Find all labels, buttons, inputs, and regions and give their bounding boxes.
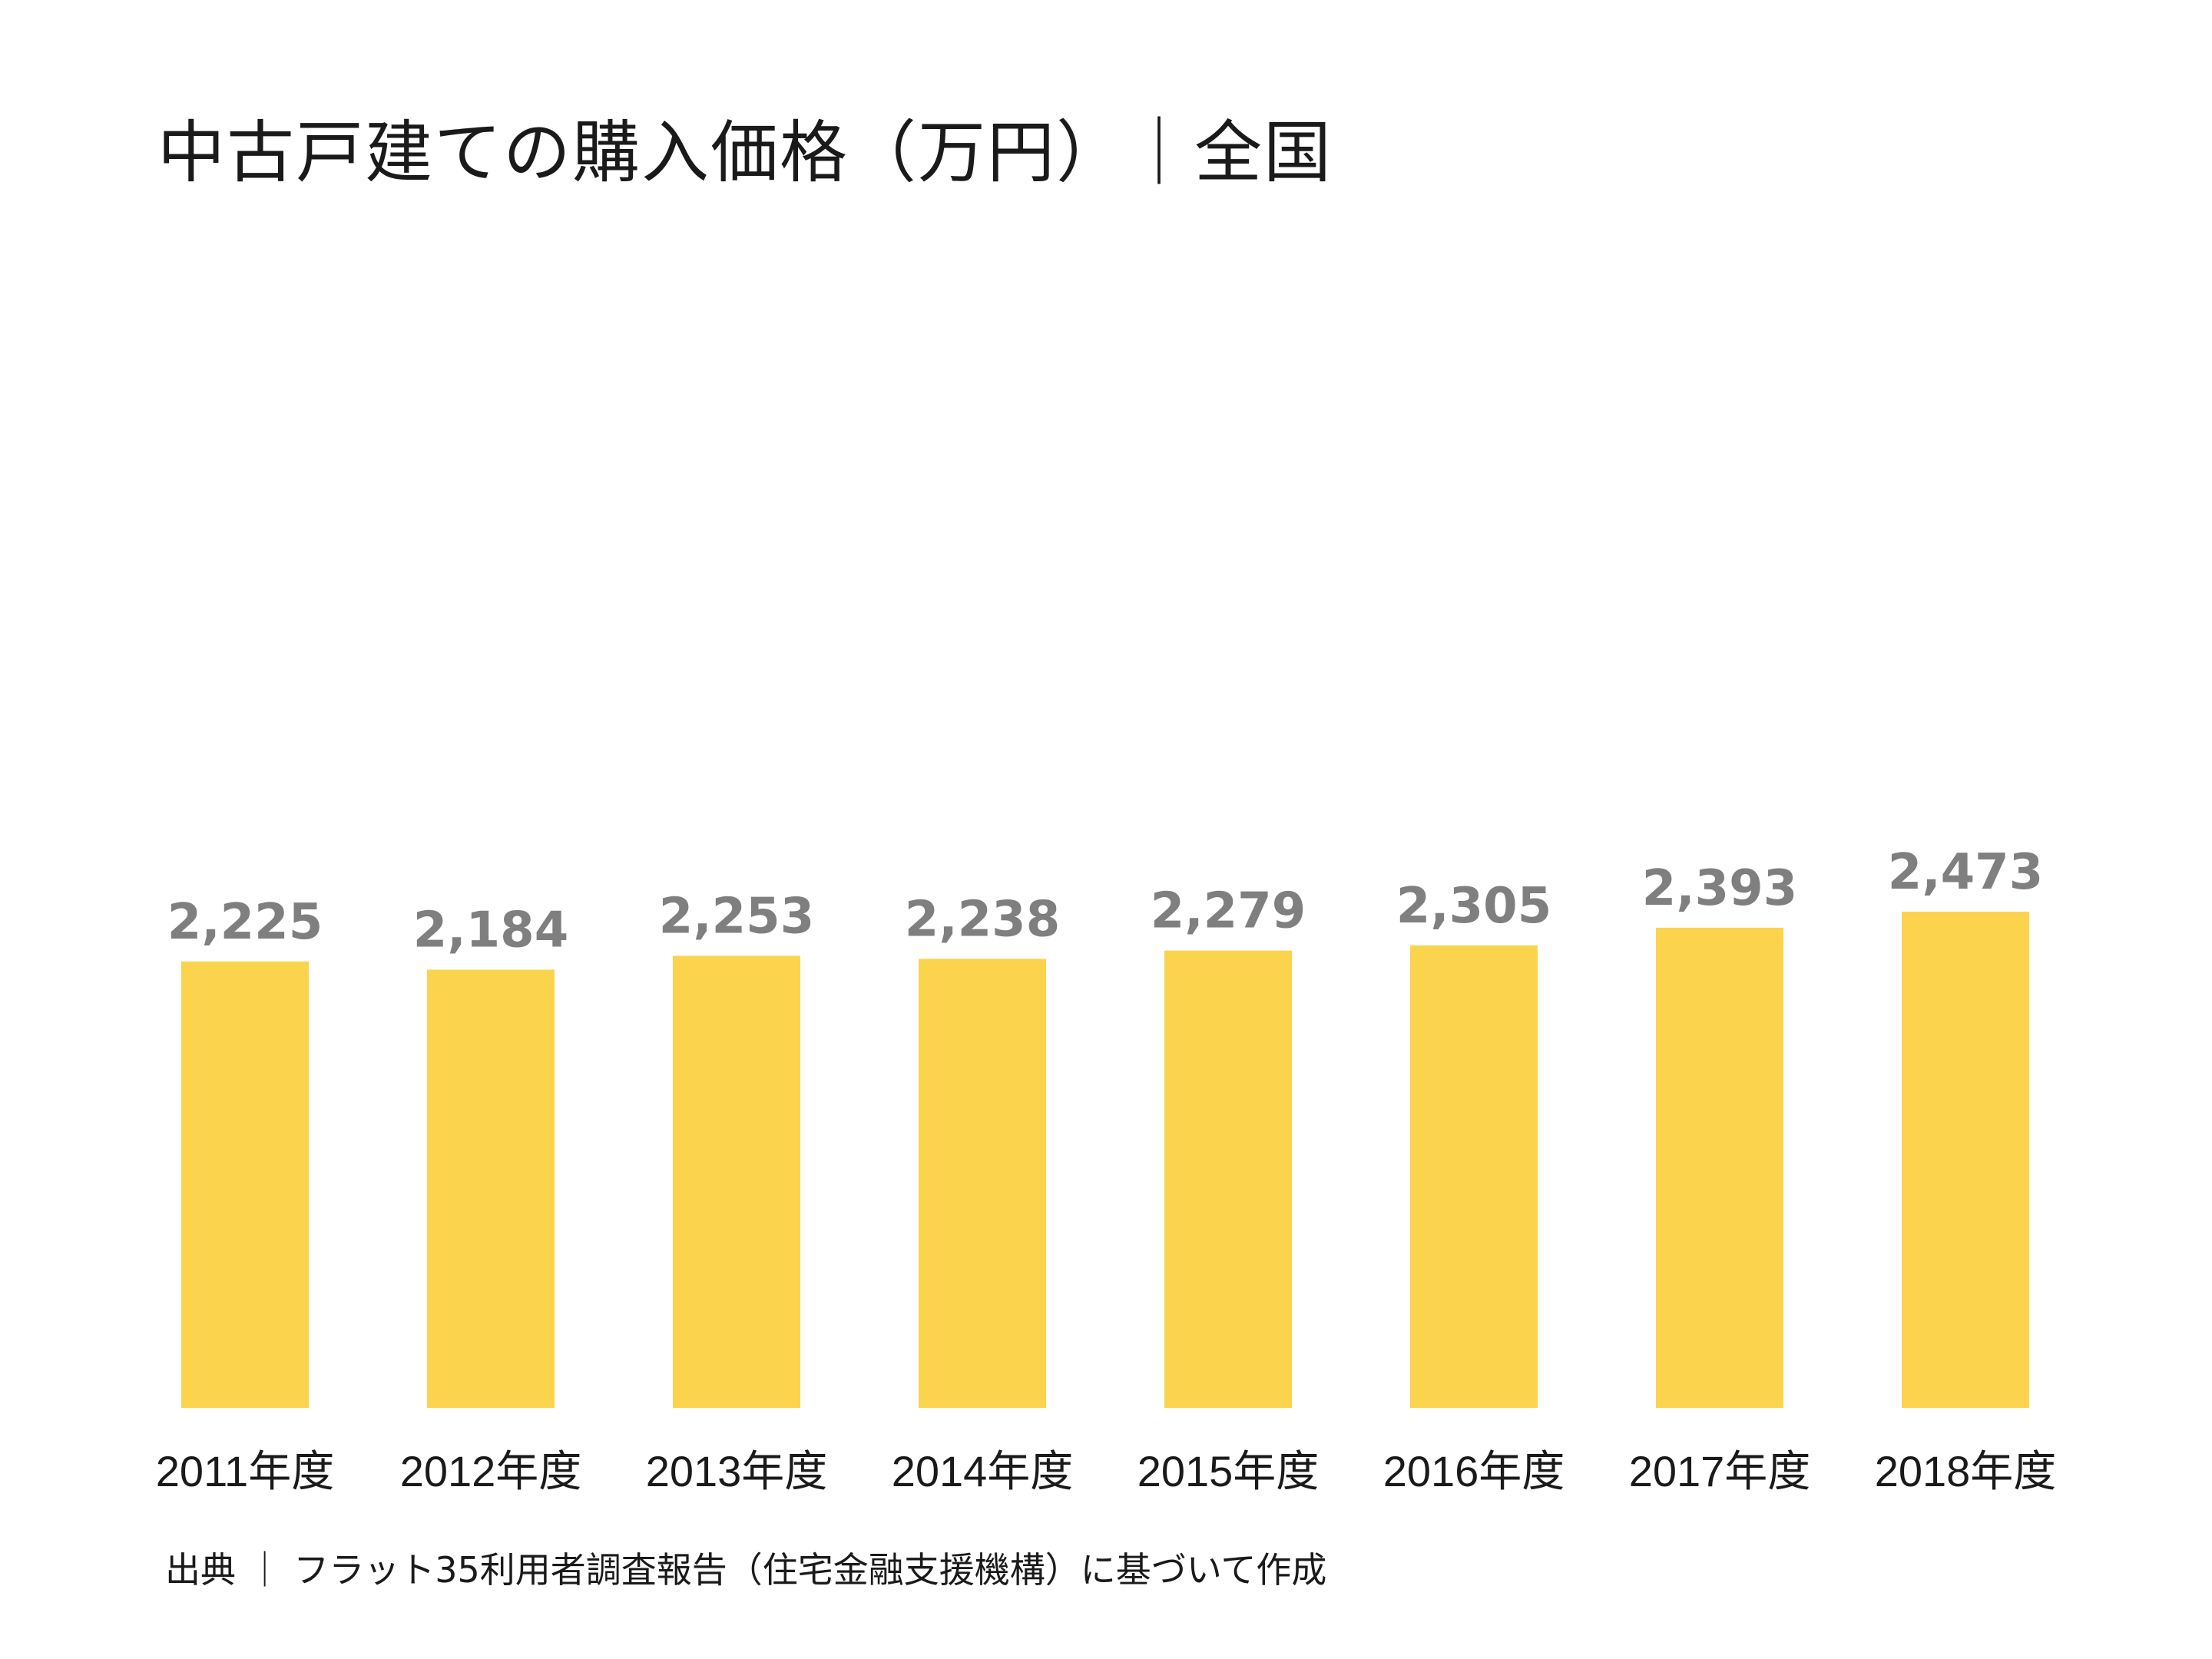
value-label-2012年度: 2,184: [413, 902, 568, 959]
value-label-2016年度: 2,305: [1396, 878, 1551, 935]
x-tick-label-2018年度: 2018年度: [1875, 1447, 2057, 1495]
value-label-2013年度: 2,253: [659, 888, 814, 945]
bar-2013年度: [673, 955, 800, 1408]
value-labels-layer: 2,225 2,184 2,253 2,238 2,279 2,305 2,393 2,473: [167, 844, 2043, 959]
x-tick-label-2015年度: 2015年度: [1137, 1447, 1320, 1495]
x-tick-label-2014年度: 2014年度: [892, 1447, 1074, 1495]
bars-layer: [181, 912, 2029, 1408]
bar-2014年度: [919, 959, 1046, 1408]
x-tick-label-2017年度: 2017年度: [1629, 1447, 1811, 1495]
bar-2016年度: [1410, 945, 1538, 1408]
chart-title: 中古戸建ての購入価格（万円）｜全国: [157, 113, 1333, 192]
x-tick-label-2016年度: 2016年度: [1383, 1447, 1565, 1495]
bar-2015年度: [1164, 950, 1292, 1408]
bar-2011年度: [181, 961, 309, 1408]
value-label-2011年度: 2,225: [167, 894, 323, 951]
value-label-2015年度: 2,279: [1151, 883, 1306, 940]
value-label-2017年度: 2,393: [1642, 860, 1797, 917]
bar-2012年度: [427, 969, 555, 1408]
x-tick-label-2011年度: 2011年度: [156, 1447, 334, 1495]
bar-2017年度: [1656, 927, 1783, 1408]
chart-source: 出典 ｜ フラット35利用者調査報告（住宅金融支援機構）に基づいて作成: [165, 1549, 1327, 1591]
x-tick-label-2012年度: 2012年度: [400, 1447, 582, 1495]
value-label-2018年度: 2,473: [1888, 844, 2043, 901]
x-tick-label-2013年度: 2013年度: [646, 1447, 828, 1495]
value-label-2014年度: 2,238: [905, 891, 1060, 948]
tick-labels-layer: 2011年度 2012年度 2013年度 2014年度 2015年度 2016年度 2017…: [156, 1447, 2057, 1495]
bar-2018年度: [1902, 912, 2029, 1408]
